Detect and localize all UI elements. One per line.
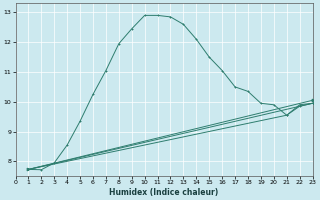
X-axis label: Humidex (Indice chaleur): Humidex (Indice chaleur) — [109, 188, 219, 197]
